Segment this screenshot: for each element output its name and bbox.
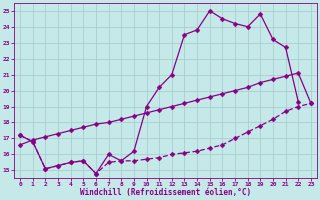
- X-axis label: Windchill (Refroidissement éolien,°C): Windchill (Refroidissement éolien,°C): [80, 188, 251, 197]
